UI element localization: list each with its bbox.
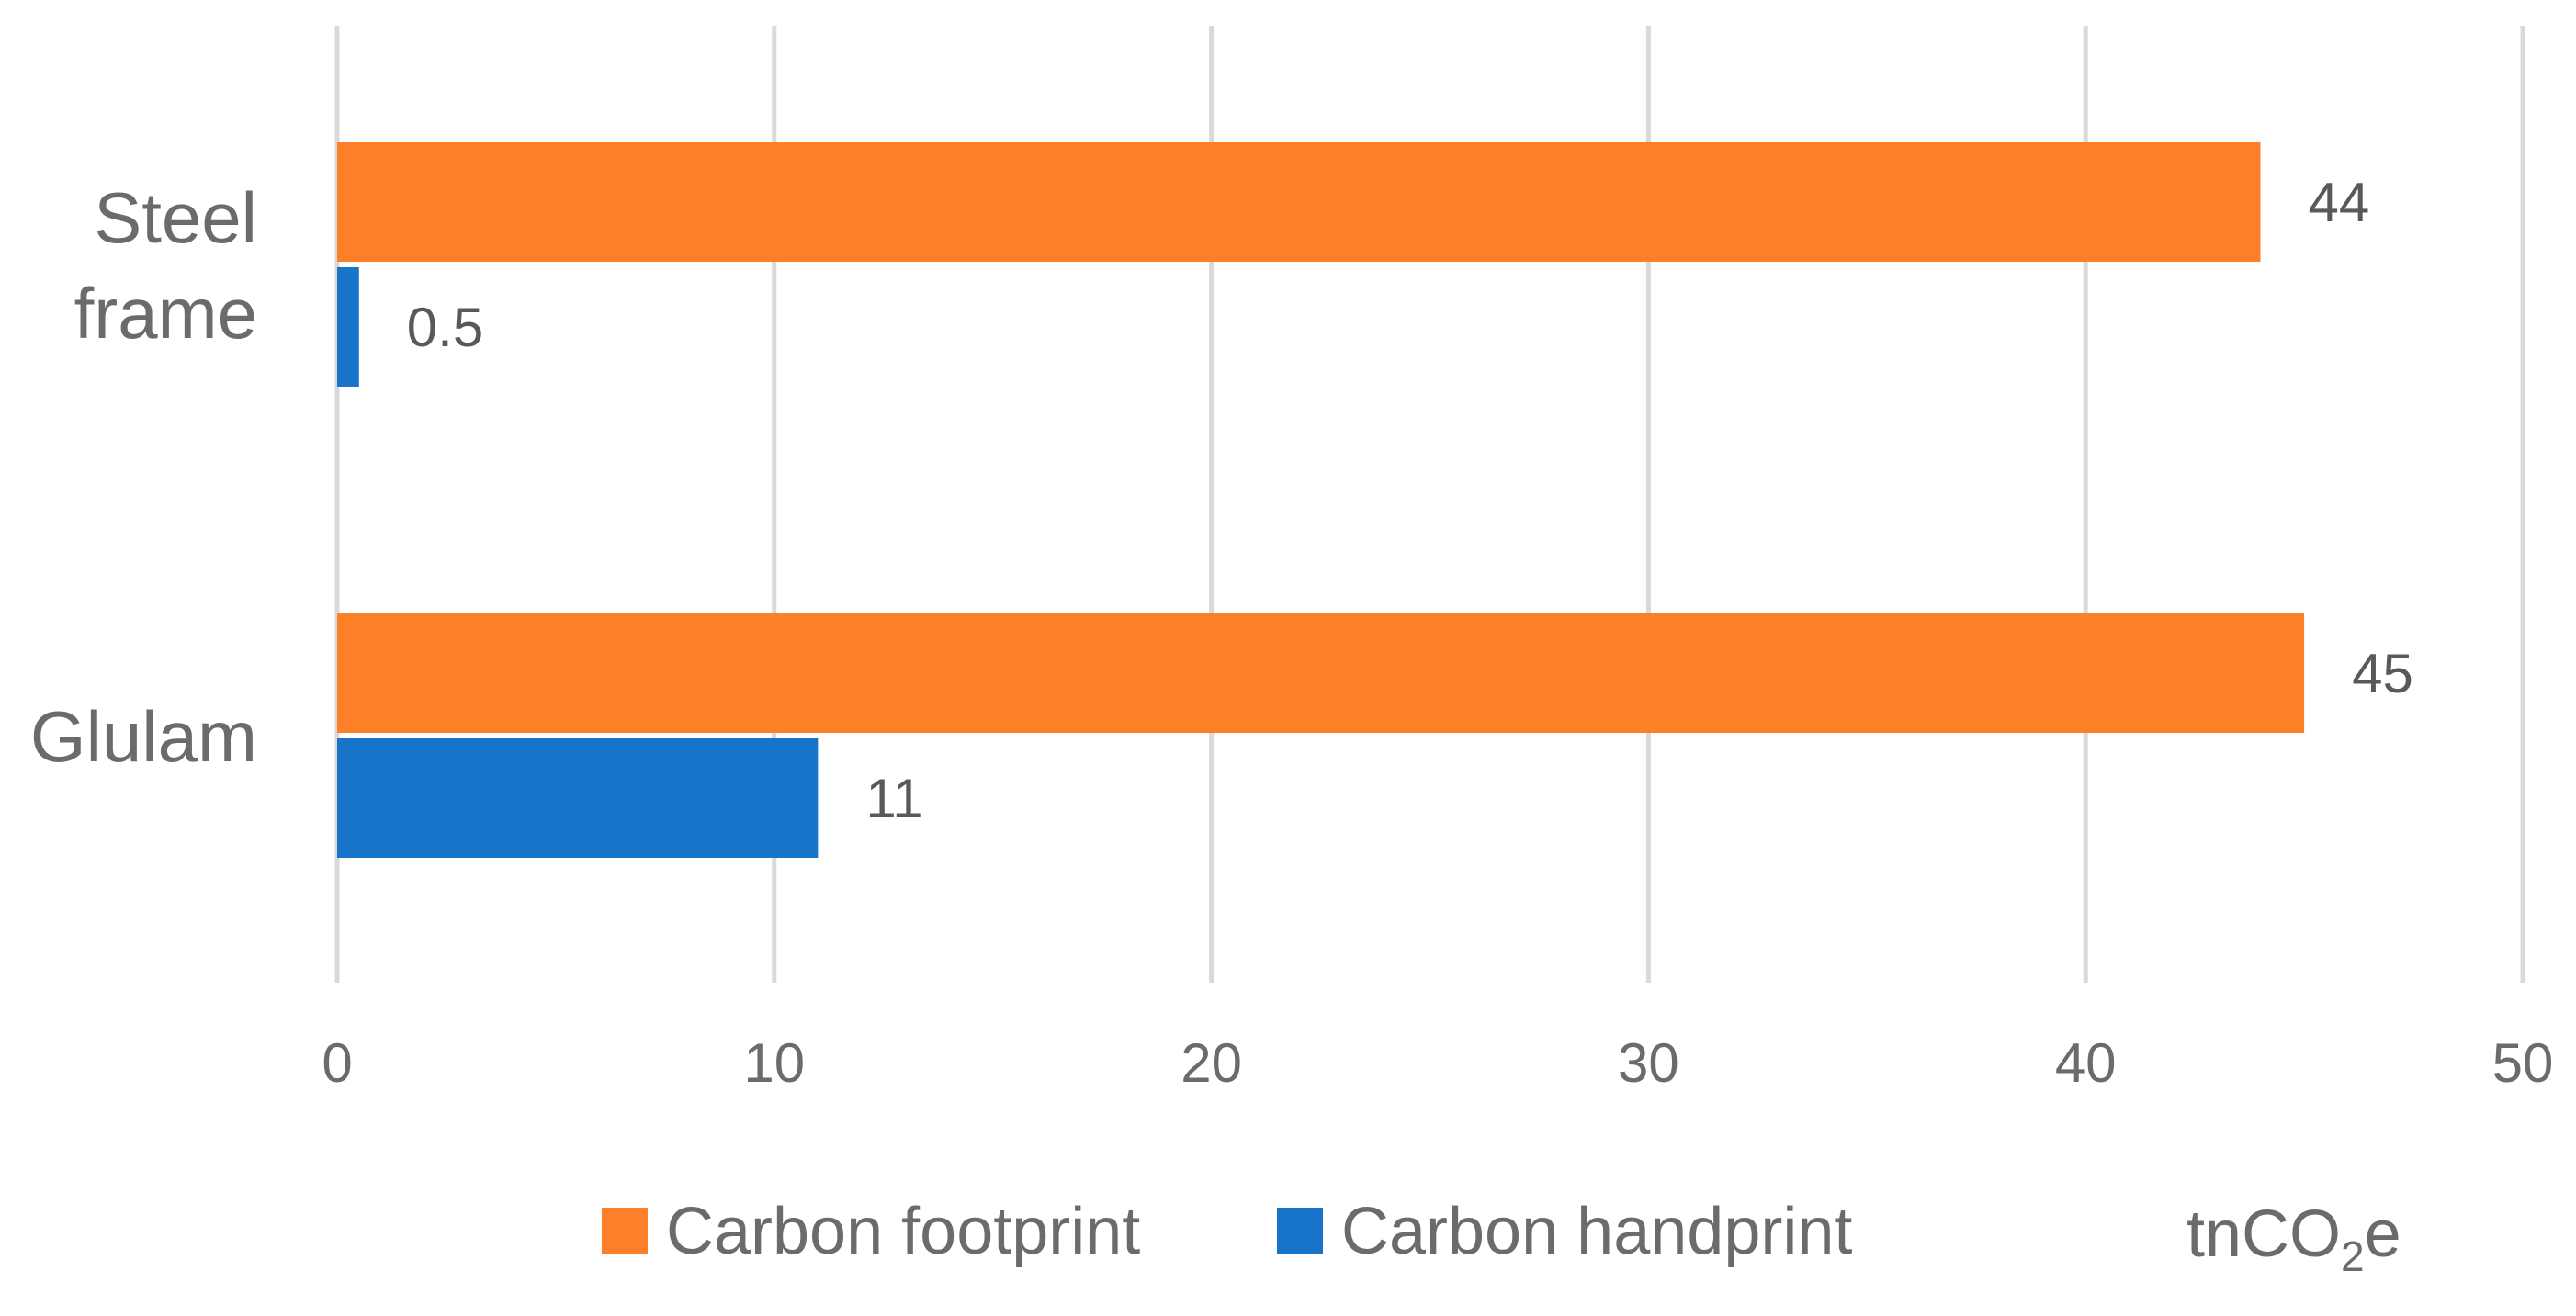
- data-label: 0.5: [407, 297, 483, 358]
- x-tick-label: 20: [1181, 1032, 1242, 1094]
- unit-subscript: 2: [2341, 1232, 2365, 1280]
- unit-tail: e: [2365, 1198, 2401, 1271]
- legend-swatch: [1277, 1208, 1323, 1254]
- data-label: 11: [865, 768, 922, 829]
- bars: [337, 142, 2305, 858]
- x-tick-label: 40: [2055, 1032, 2117, 1094]
- bar-carbon-footprint: [337, 142, 2261, 262]
- legend: Carbon footprint Carbon handprint: [602, 1195, 1852, 1268]
- category-label: frame: [74, 273, 257, 354]
- x-tick-label: 30: [1618, 1032, 1679, 1094]
- x-tick-label: 0: [322, 1032, 352, 1094]
- category-label: Glulam: [30, 696, 257, 777]
- legend-swatch: [602, 1208, 648, 1254]
- x-axis-tick-labels: 0 10 20 30 40 50: [322, 1032, 2553, 1094]
- bar-carbon-footprint: [337, 613, 2305, 733]
- category-label: Steel: [94, 177, 257, 258]
- x-tick-label: 10: [743, 1032, 805, 1094]
- legend-label: Carbon footprint: [666, 1195, 1140, 1268]
- bar-carbon-handprint: [337, 738, 819, 858]
- legend-label: Carbon handprint: [1341, 1195, 1852, 1268]
- x-axis-unit-label: tnCO2e: [2186, 1198, 2401, 1280]
- x-tick-label: 50: [2492, 1032, 2554, 1094]
- data-label: 44: [2309, 172, 2370, 233]
- category-labels: Steel frame Glulam: [30, 177, 257, 777]
- bar-carbon-handprint: [337, 267, 359, 387]
- unit-main: tnCO: [2186, 1198, 2341, 1271]
- data-labels: 44 0.5 45 11: [407, 172, 2413, 829]
- data-label: 45: [2352, 643, 2413, 704]
